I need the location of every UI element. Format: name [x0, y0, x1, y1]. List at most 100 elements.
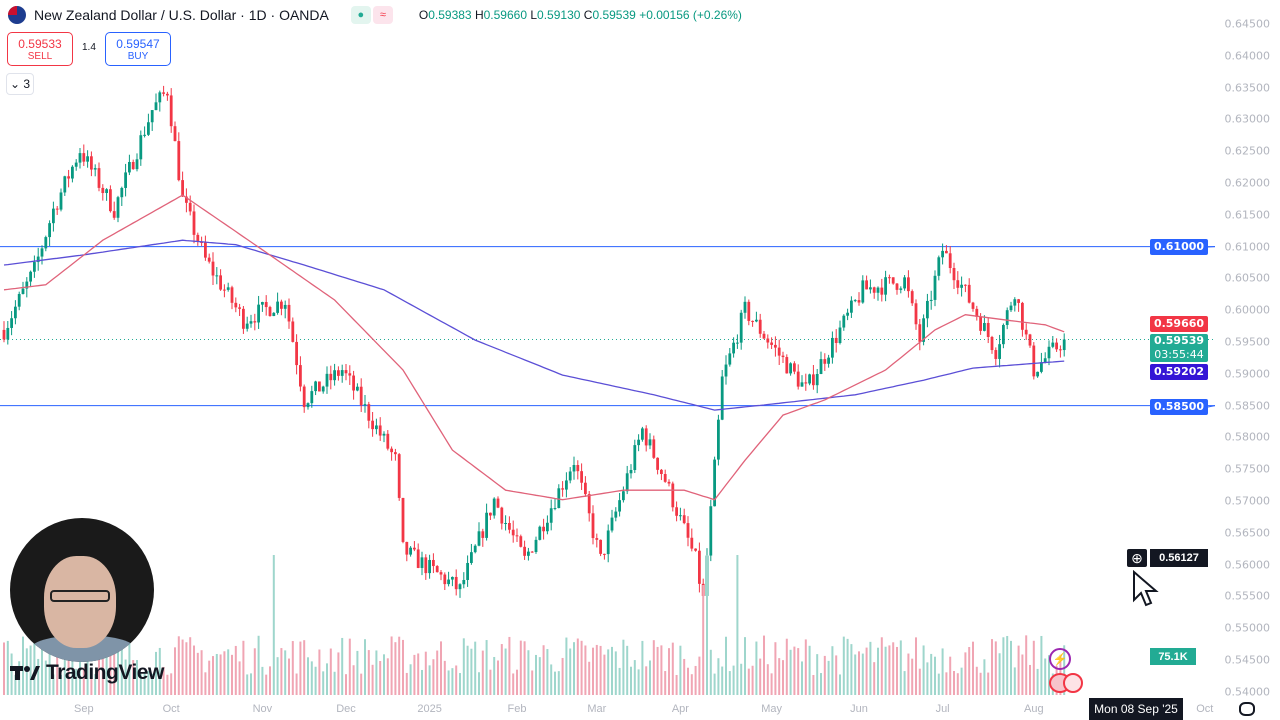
candle	[1028, 334, 1032, 346]
volume-bar	[276, 657, 279, 695]
volume-bar	[580, 640, 583, 695]
volume-bar	[314, 666, 317, 695]
volume-bar	[675, 674, 678, 695]
volume-bar	[717, 658, 720, 695]
volume-bar	[747, 668, 750, 695]
candle	[713, 459, 716, 507]
candle	[272, 312, 276, 317]
volume-bar	[519, 640, 522, 695]
candle	[390, 448, 393, 453]
candle	[853, 300, 857, 302]
candle	[834, 337, 838, 343]
volume-bar	[797, 648, 800, 695]
volume-bar	[6, 640, 9, 695]
indicators-toggle-button[interactable]: ⌄ 3	[6, 73, 34, 95]
candle	[25, 281, 29, 289]
lightning-event-icon[interactable]: ⚡	[1049, 648, 1071, 670]
time-tick-label: Jun	[850, 703, 868, 715]
candle	[538, 526, 542, 540]
candle	[447, 579, 450, 585]
candle	[280, 301, 283, 309]
candle	[956, 280, 960, 288]
candle	[557, 488, 561, 509]
volume-bar	[793, 646, 796, 695]
candle	[777, 347, 781, 356]
line-upper-tag: 0.61000	[1150, 239, 1208, 255]
candle	[249, 321, 253, 324]
volume-bar	[155, 651, 157, 695]
candle	[819, 359, 823, 374]
time-tick-label: Nov	[252, 703, 273, 715]
volume-bar	[466, 645, 469, 695]
symbol-header: New Zealand Dollar / U.S. Dollar · 1D · …	[8, 6, 742, 24]
candle	[496, 498, 500, 508]
chart-settings-icon[interactable]	[1239, 702, 1255, 716]
candle	[648, 439, 652, 446]
market-status-icon[interactable]: ≈	[372, 6, 393, 24]
candle	[135, 159, 139, 170]
candle	[253, 321, 257, 323]
candle	[971, 302, 975, 309]
candle	[207, 257, 211, 262]
ma-slow-tag: 0.59202	[1150, 364, 1208, 380]
volume-bar	[736, 555, 739, 695]
candle	[318, 381, 321, 392]
volume-bar	[105, 642, 108, 695]
sell-button[interactable]: 0.59533 SELL	[7, 32, 73, 66]
candle	[48, 223, 51, 238]
candle	[983, 322, 986, 331]
add-alert-plus-icon[interactable]: ⊕	[1127, 549, 1147, 567]
candle	[226, 287, 230, 290]
us-economic-event-icon-2[interactable]	[1063, 673, 1083, 693]
candle	[660, 469, 663, 475]
candle	[584, 482, 587, 495]
candle	[869, 287, 872, 290]
price-tick-label: 0.54500	[1224, 653, 1271, 667]
volume-bar	[751, 665, 754, 695]
buy-button[interactable]: 0.59547 BUY	[105, 32, 171, 66]
candle	[29, 271, 32, 282]
volume-bar	[531, 670, 534, 695]
candle	[382, 433, 386, 436]
volume-bar	[968, 647, 971, 695]
volume-bar	[671, 642, 674, 695]
candle	[14, 306, 17, 319]
candle	[553, 508, 557, 510]
volume-bar	[785, 638, 788, 695]
volume-bar	[690, 674, 693, 695]
candle	[416, 549, 420, 568]
candle	[82, 153, 86, 162]
price-tick-label: 0.58500	[1224, 399, 1271, 413]
candle	[576, 465, 580, 472]
candle	[568, 471, 572, 481]
volume-bar	[352, 665, 355, 695]
ma-fast-tag: 0.59660	[1150, 316, 1208, 332]
symbol-title[interactable]: New Zealand Dollar / U.S. Dollar · 1D · …	[34, 7, 329, 23]
candle	[994, 350, 998, 359]
market-open-icon[interactable]: ●	[350, 6, 371, 24]
volume-bar	[383, 654, 385, 695]
candle	[633, 445, 637, 471]
candle	[321, 386, 325, 392]
price-tick-label: 0.55000	[1224, 621, 1271, 635]
volume-bar	[238, 661, 241, 695]
volume-bar	[120, 641, 123, 695]
volume-bar	[390, 636, 393, 695]
candle	[59, 192, 63, 210]
candle	[78, 153, 82, 163]
candle	[872, 287, 876, 293]
volume-bar	[922, 645, 925, 695]
volume-bar	[554, 671, 556, 695]
volume-bar	[884, 646, 887, 695]
volume-bar	[877, 647, 879, 695]
volume-bar	[139, 673, 142, 695]
volume-bar	[421, 669, 423, 695]
candle	[652, 439, 656, 458]
candle	[36, 256, 40, 263]
volume-bar	[158, 647, 161, 695]
candle	[325, 373, 329, 387]
candle	[1032, 345, 1036, 377]
candle	[1051, 342, 1055, 347]
candle	[348, 373, 352, 376]
